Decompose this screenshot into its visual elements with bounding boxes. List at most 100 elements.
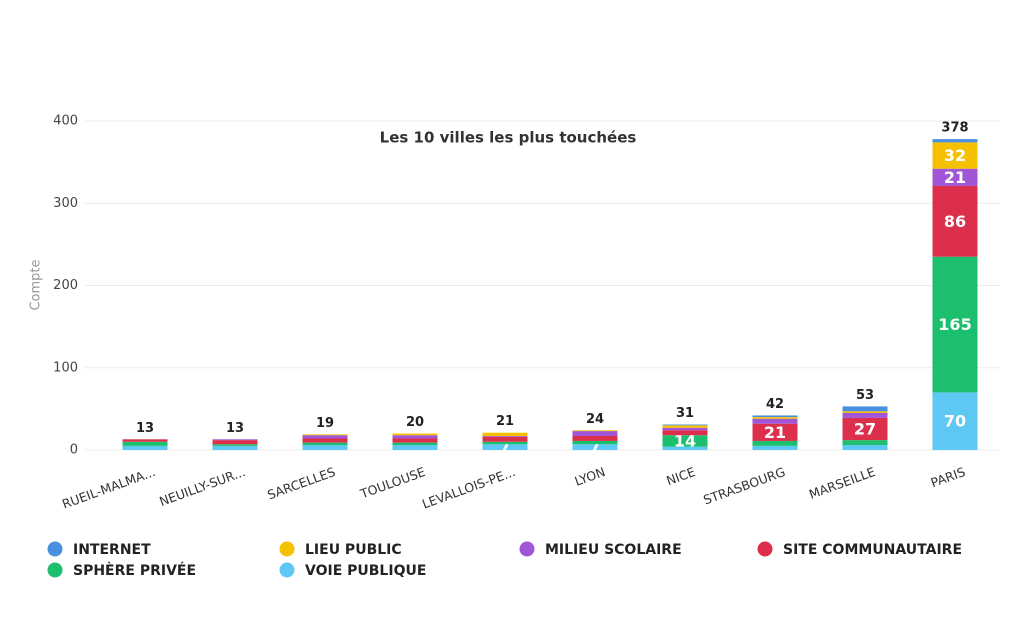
- bar-segment: [302, 434, 348, 436]
- y-tick-label: 100: [53, 360, 78, 375]
- segment-label: 21: [764, 423, 786, 442]
- bar-segment: [752, 423, 798, 441]
- bar-segment: [752, 418, 798, 424]
- segment-label: 14: [674, 431, 696, 450]
- bar-segment: [212, 445, 258, 450]
- total-label: 21: [496, 414, 514, 429]
- x-tick-label: PARIS: [929, 464, 968, 490]
- total-label: 378: [941, 121, 968, 136]
- x-tick-label: NICE: [664, 464, 697, 488]
- legend-swatch: [279, 562, 295, 578]
- bar-segment: [752, 440, 798, 446]
- segment-label: 86: [944, 212, 966, 231]
- total-label: 53: [856, 388, 874, 403]
- segment-label: 70: [944, 412, 966, 431]
- bar-segment: [302, 445, 348, 450]
- bar-segment: [482, 436, 528, 442]
- bar-segment: [932, 392, 978, 450]
- bar-segment: [842, 411, 888, 413]
- bar-segment: [212, 440, 258, 445]
- bar-segment: [752, 417, 798, 419]
- bar-segment: [392, 442, 438, 446]
- legend-label: SITE COMMUNAUTAIRE: [783, 542, 962, 558]
- bar-segment: [662, 424, 708, 426]
- total-label: 19: [316, 416, 334, 431]
- bar-segment: [842, 445, 888, 450]
- segment-label: 7: [589, 438, 600, 457]
- bar-segment: [302, 442, 348, 446]
- bar-segment: [842, 412, 888, 418]
- bar-segment: [302, 438, 348, 443]
- segment-label: 32: [944, 146, 966, 165]
- y-tick-label: 0: [70, 443, 78, 458]
- bar-segment: [212, 439, 258, 441]
- bar-segment: [392, 445, 438, 450]
- bar-segment: [572, 430, 618, 432]
- x-tick-label: TOULOUSE: [357, 464, 427, 502]
- bar-segment: [122, 445, 168, 450]
- x-tick-label: STRASBOURG: [701, 464, 787, 507]
- bar-segment: [932, 256, 978, 393]
- total-label: 13: [136, 421, 154, 436]
- bar-segment: [572, 431, 618, 437]
- legend-label: VOIE PUBLIQUE: [305, 563, 426, 579]
- legend-label: LIEU PUBLIC: [305, 542, 402, 558]
- bar-segment: [842, 417, 888, 441]
- y-axis-label: Compte: [29, 259, 44, 310]
- bar-segment: [932, 142, 978, 169]
- x-tick-label: LYON: [573, 464, 608, 489]
- bar-segment: [662, 446, 708, 450]
- legend-swatch: [519, 541, 535, 557]
- legend-swatch: [47, 541, 63, 557]
- segment-label: 21: [944, 168, 966, 187]
- bar-segment: [122, 439, 168, 442]
- bar-segment: [482, 441, 528, 445]
- legend-swatch: [47, 562, 63, 578]
- bar-segment: [842, 406, 888, 412]
- x-tick-label: RUEIL-MALMA...: [60, 464, 157, 512]
- bar-segment: [662, 427, 708, 431]
- bar-segment: [752, 445, 798, 450]
- bar-segment: [572, 440, 618, 445]
- x-tick-label: MARSEILLE: [807, 464, 877, 502]
- bar-segment: [662, 435, 708, 447]
- x-tick-label: SARCELLES: [265, 464, 337, 502]
- total-label: 24: [586, 412, 604, 427]
- total-label: 20: [406, 415, 424, 430]
- y-tick-label: 400: [53, 114, 78, 129]
- bar-segment: [662, 430, 708, 436]
- chart-title: Les 10 villes les plus touchées: [380, 129, 637, 147]
- x-tick-label: NEUILLY-SUR...: [157, 464, 247, 509]
- bar-segment: [932, 139, 978, 143]
- bar-segment: [932, 185, 978, 257]
- bar-segment: [482, 444, 528, 450]
- bar-segment: [572, 436, 618, 441]
- bar-segment: [212, 444, 258, 446]
- legend-swatch: [279, 541, 295, 557]
- total-label: 42: [766, 397, 784, 412]
- y-tick-label: 300: [53, 196, 78, 211]
- bar-segment: [392, 438, 438, 443]
- segment-label: 165: [938, 315, 971, 334]
- total-label: 13: [226, 421, 244, 436]
- bar-segment: [842, 440, 888, 446]
- bar-segment: [752, 415, 798, 418]
- bar-segment: [932, 168, 978, 186]
- bar-segment: [482, 436, 528, 437]
- segment-label: 27: [854, 420, 876, 439]
- total-label: 31: [676, 406, 694, 421]
- bar-segment: [392, 433, 438, 436]
- legend-label: SPHÈRE PRIVÉE: [73, 562, 196, 579]
- y-tick-label: 200: [53, 278, 78, 293]
- bar-segment: [122, 441, 168, 446]
- x-tick-label: LEVALLOIS-PE...: [420, 464, 517, 512]
- legend-label: MILIEU SCOLAIRE: [545, 542, 682, 558]
- bar-segment: [572, 444, 618, 450]
- bar-segment: [392, 435, 438, 439]
- segment-label: 7: [499, 438, 510, 457]
- bar-segment: [482, 432, 528, 437]
- legend-label: INTERNET: [73, 542, 151, 558]
- bar-segment: [302, 435, 348, 439]
- bar-segment: [662, 425, 708, 428]
